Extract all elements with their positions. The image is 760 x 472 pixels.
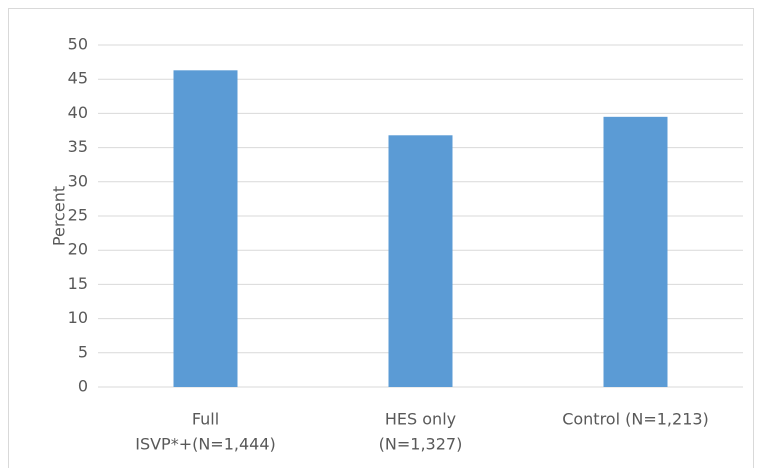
y-tick-label: 50 — [68, 35, 88, 54]
y-tick-label: 15 — [68, 274, 88, 293]
y-tick-label: 30 — [68, 171, 88, 190]
y-tick-label: 25 — [68, 206, 88, 225]
bar — [388, 135, 453, 387]
x-tick-label: ISVP*+(N=1,444) — [135, 435, 276, 454]
y-tick-label: 45 — [68, 69, 88, 88]
bar — [173, 70, 238, 388]
x-tick-label: HES only — [385, 410, 456, 429]
y-tick-label: 5 — [78, 342, 88, 361]
y-tick-label: 40 — [68, 103, 88, 122]
y-tick-label: 35 — [68, 137, 88, 156]
bar — [603, 116, 668, 387]
x-tick-label: Full — [192, 410, 219, 429]
y-tick-label: 0 — [78, 377, 88, 396]
y-tick-label: 10 — [68, 308, 88, 327]
x-tick-label: Control (N=1,213) — [562, 410, 709, 429]
x-tick-label: (N=1,327) — [379, 435, 463, 454]
y-tick-label: 20 — [68, 240, 88, 259]
y-axis-label: Percent — [50, 186, 69, 246]
